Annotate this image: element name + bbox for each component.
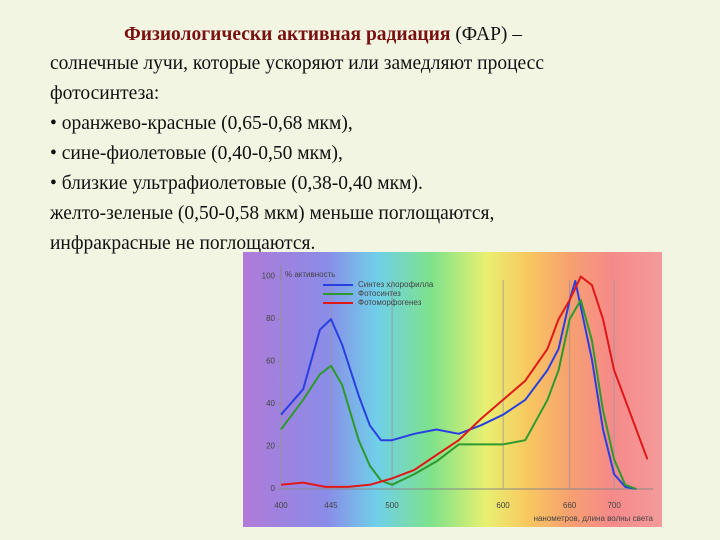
y-tick-label: 0 — [271, 484, 276, 493]
x-axis-label: нанометров, длина волны света — [534, 514, 654, 523]
x-tick-label: 700 — [607, 501, 621, 510]
text-line: инфракрасные не поглощаются. — [50, 233, 316, 254]
y-tick-label: 80 — [266, 314, 275, 323]
text-line: желто-зеленые (0,50-0,58 мкм) меньше пог… — [50, 203, 495, 224]
y-axis-label: % активность — [285, 270, 335, 279]
x-tick-label: 660 — [563, 501, 577, 510]
x-tick-label: 400 — [274, 501, 288, 510]
legend-label: Фотоморфогенез — [358, 298, 422, 307]
x-tick-label: 445 — [324, 501, 338, 510]
y-tick-label: 20 — [266, 442, 275, 451]
legend-label: Синтез хлорофилла — [358, 280, 434, 289]
data-line — [280, 275, 649, 488]
y-tick-label: 60 — [266, 357, 275, 366]
text-line: • сине-фиолетовые (0,40-0,50 мкм), — [50, 143, 343, 164]
title-bold: Физиологически активная радиация — [124, 24, 451, 45]
text-line: • оранжево-красные (0,65-0,68 мкм), — [50, 113, 353, 134]
text-line: • близкие ультрафиолетовые (0,38-0,40 мк… — [50, 173, 423, 194]
legend-label: Фотосинтез — [358, 289, 401, 298]
y-tick-label: 40 — [266, 399, 275, 408]
y-tick-label: 100 — [262, 272, 276, 281]
data-line — [280, 299, 637, 490]
title-line: Физиологически активная радиация (ФАР) – — [124, 24, 522, 46]
text-line: фотосинтеза: — [50, 83, 160, 104]
x-tick-label: 500 — [385, 501, 399, 510]
text-line: солнечные лучи, которые ускоряют или зам… — [50, 53, 544, 74]
x-tick-label: 600 — [496, 501, 510, 510]
chart-background — [243, 252, 662, 527]
title-rest: (ФАР) – — [455, 24, 523, 45]
